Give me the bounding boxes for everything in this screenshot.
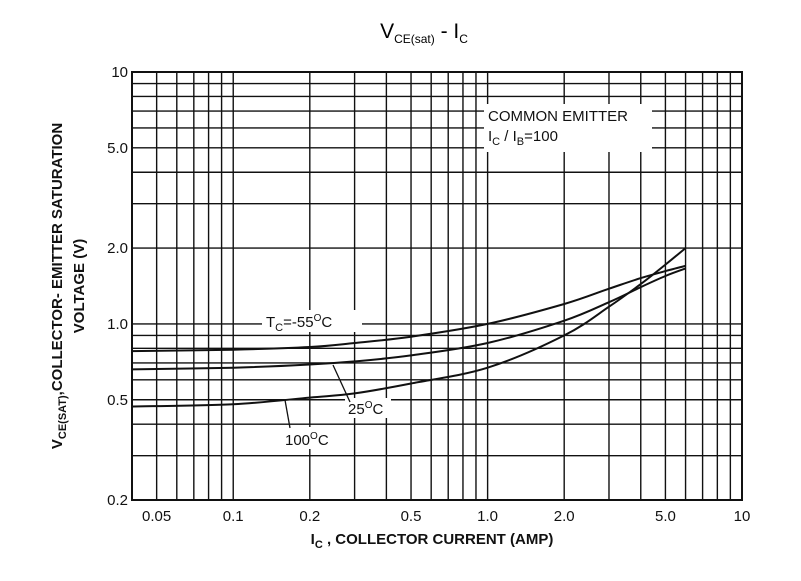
y-tick-label: 1.0 — [107, 316, 128, 333]
series-label-tc-minus55: TC=-55OC — [262, 310, 362, 334]
curve-100c — [131, 247, 687, 408]
x-tick-label: 1.0 — [477, 508, 498, 525]
plot-frame — [131, 71, 743, 501]
common-emitter-annotation: COMMON EMITTER IC / IB=100 — [484, 104, 652, 152]
series-label-25c: 25OC — [332, 364, 391, 418]
label-arrow — [332, 364, 351, 403]
x-tick-label: 0.05 — [142, 508, 171, 525]
annotation-background — [484, 104, 652, 152]
x-tick-label: 10 — [734, 508, 751, 525]
y-tick-label: 0.2 — [107, 492, 128, 509]
label-background — [345, 398, 391, 418]
x-tick-label: 0.1 — [223, 508, 244, 525]
grid — [132, 72, 742, 500]
curve-tc-minus55 — [131, 264, 686, 353]
x-axis-label: IC , COLLECTOR CURRENT (AMP) — [311, 531, 554, 551]
curve-25c — [131, 267, 686, 371]
chart-title: VCE(sat) - IC — [380, 20, 468, 46]
y-tick-label: 10 — [111, 64, 128, 81]
x-tick-labels: 0.05 0.1 0.2 0.5 1.0 2.0 5.0 10 — [142, 508, 750, 525]
curves — [131, 247, 687, 408]
label-arrow — [284, 399, 291, 429]
label-background — [283, 427, 337, 449]
y-tick-labels: 0.2 0.5 1.0 2.0 5.0 10 — [107, 64, 128, 509]
annotation-line1: COMMON EMITTER — [488, 108, 628, 125]
y-axis-label-line1: VCE(SAT),COLLECTOR- EMITTER SATURATION — [49, 123, 69, 449]
y-tick-label: 5.0 — [107, 140, 128, 157]
annotation-line2: IC / IB=100 — [488, 128, 558, 148]
y-tick-label: 2.0 — [107, 240, 128, 257]
series-label-100c: 100OC — [283, 399, 337, 449]
y-tick-label: 0.5 — [107, 392, 128, 409]
x-tick-label: 5.0 — [655, 508, 676, 525]
y-axis-label-line2: VOLTAGE (V) — [71, 239, 88, 333]
x-tick-label: 0.5 — [401, 508, 422, 525]
svg-text:25OC: 25OC — [348, 400, 383, 418]
label-background — [262, 310, 362, 332]
x-tick-label: 0.2 — [299, 508, 320, 525]
svg-text:TC=-55OC: TC=-55OC — [266, 313, 332, 334]
svg-text:100OC: 100OC — [285, 431, 329, 449]
x-tick-label: 2.0 — [554, 508, 575, 525]
